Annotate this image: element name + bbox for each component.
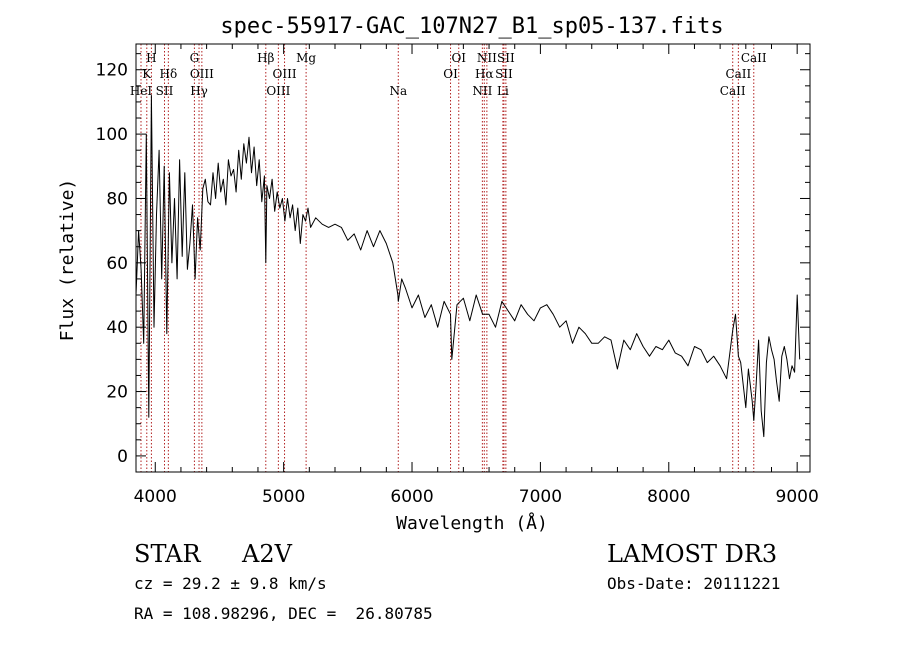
line-label: Mg <box>296 51 316 65</box>
y-tick-label: 0 <box>117 447 128 467</box>
line-label: OIII <box>190 67 214 81</box>
line-label: Hβ <box>257 51 274 65</box>
y-axis-label: Flux (relative) <box>57 179 78 342</box>
survey-name: LAMOST DR3 <box>607 540 778 568</box>
line-label: G <box>190 51 200 65</box>
line-label: CaII <box>720 84 746 98</box>
line-label: NII <box>477 51 497 65</box>
line-label: NII <box>472 84 492 98</box>
x-tick-label: 7000 <box>519 487 562 507</box>
spectrum-line <box>135 95 801 438</box>
line-label: Hα <box>475 67 494 81</box>
line-label: K <box>142 67 152 81</box>
object-type: STAR <box>134 540 201 568</box>
x-tick-label: 4000 <box>134 487 177 507</box>
line-label: OIII <box>273 67 297 81</box>
line-label: SII <box>156 84 174 98</box>
line-label: Hγ <box>190 84 208 98</box>
line-label: OI <box>443 67 458 81</box>
y-tick-label: 120 <box>96 61 128 81</box>
y-tick-label: 40 <box>106 318 128 338</box>
line-label: HeI <box>130 84 153 98</box>
chart-title: spec-55917-GAC_107N27_B1_sp05-137.fits <box>220 14 723 39</box>
spectrum-layer <box>135 95 801 438</box>
spectral-class: A2V <box>242 540 292 568</box>
line-label: Na <box>389 84 407 98</box>
line-markers-layer <box>140 44 755 472</box>
line-label: CaII <box>725 67 751 81</box>
y-tick-label: 100 <box>96 125 128 145</box>
line-label: SII <box>497 51 515 65</box>
x-axis-label: Wavelength (Å) <box>396 512 548 534</box>
line-label: Li <box>497 84 509 98</box>
coordinates: RA = 108.98296, DEC = 26.80785 <box>134 604 433 623</box>
x-tick-label: 8000 <box>647 487 690 507</box>
y-tick-label: 60 <box>106 254 128 274</box>
line-label: Hδ <box>160 67 178 81</box>
y-tick-label: 80 <box>106 189 128 209</box>
x-tick-label: 6000 <box>390 487 433 507</box>
y-tick-label: 20 <box>106 383 128 403</box>
x-tick-label: 5000 <box>262 487 305 507</box>
line-label: H <box>146 51 156 65</box>
line-label: OI <box>451 51 466 65</box>
observation-date: Obs-Date: 20111221 <box>607 574 781 593</box>
redshift-cz: cz = 29.2 ± 9.8 km/s <box>134 574 327 593</box>
line-label: OIII <box>266 84 290 98</box>
plot-frame <box>135 43 811 473</box>
line-label: CaII <box>741 51 767 65</box>
axis-ticks-layer: 4000 5000 6000 7000 8000 9000 0 20 40 60 80 100 120 <box>96 44 819 507</box>
x-tick-label: 9000 <box>776 487 819 507</box>
line-label: SII <box>495 67 513 81</box>
